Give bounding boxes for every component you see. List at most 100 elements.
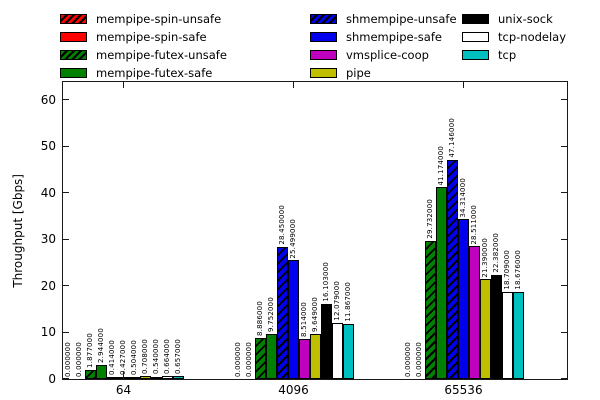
bar-value-label: 9.752000 (267, 296, 275, 332)
bar-mempipe-futex-safe-64 (96, 365, 107, 379)
legend-label: tcp-nodelay (498, 30, 567, 44)
x-tick-top (123, 82, 124, 88)
y-tick-right (561, 331, 567, 333)
bar-value-label: 0.664000 (163, 338, 171, 374)
legend-item-pipe: pipe (310, 63, 371, 80)
legend-item-shmempipe-safe: shmempipe-safe (310, 27, 442, 44)
bar-value-label: 28.450000 (278, 204, 286, 245)
bar-shmempipe-safe-4096 (288, 260, 299, 379)
bar-shmempipe-unsafe-65536 (447, 159, 458, 379)
x-tick-bottom (123, 371, 124, 379)
legend-label: vmsplice-coop (346, 48, 429, 62)
plot-area: 0.000000 0.000000 1.877000 2.944000 0.414000… (62, 81, 568, 380)
bar-value-label: 8.886000 (256, 300, 264, 336)
y-tick-right (561, 285, 567, 287)
legend-label: shmempipe-safe (346, 30, 442, 44)
bar-value-label: 0.657000 (174, 338, 182, 374)
y-tick-label: 20 (40, 278, 56, 293)
y-tick-right (561, 378, 567, 379)
legend-item-tcp: tcp (462, 45, 516, 62)
bar-value-label: 12.079000 (333, 281, 341, 321)
bar-unix-sock-64 (151, 376, 162, 379)
bar-value-label: 21.390000 (481, 237, 489, 278)
bar-value-label: 16.103000 (322, 262, 330, 303)
bar-pipe-65536 (480, 279, 491, 379)
x-category-label-64: 64 (115, 383, 132, 397)
x-category-label-4096: 4096 (278, 383, 309, 397)
legend-swatch-pipe (310, 67, 337, 78)
y-tick-right (561, 238, 567, 240)
bar-mempipe-futex-unsafe-4096 (255, 337, 266, 379)
y-tick-label: 40 (40, 185, 56, 200)
legend-label: mempipe-spin-unsafe (96, 12, 222, 26)
bar-value-label: 0.414000 (108, 340, 116, 376)
bar-value-label: 0.000000 (234, 341, 242, 377)
legend-label: mempipe-futex-unsafe (96, 48, 227, 62)
x-tick-bottom (293, 371, 294, 379)
x-tick-top (293, 82, 294, 88)
bar-vmsplice-coop-64 (129, 376, 140, 379)
bar-tcp-64 (173, 375, 184, 379)
legend-item-mempipe-spin-safe: mempipe-spin-safe (60, 27, 207, 44)
bar-value-label: 8.514000 (300, 302, 308, 338)
legend-swatch-unix-sock (462, 13, 489, 24)
bar-value-label: 18.676000 (514, 250, 522, 291)
legend-item-tcp-nodelay: tcp-nodelay (462, 27, 566, 44)
legend-label: mempipe-futex-safe (96, 66, 213, 80)
bar-value-label: 0.000000 (75, 341, 83, 377)
bar-tcp-nodelay-4096 (332, 322, 343, 379)
legend-item-mempipe-futex-unsafe: mempipe-futex-unsafe (60, 45, 227, 62)
y-tick-label: 60 (40, 92, 56, 107)
bar-value-label: 0.540000 (152, 339, 160, 375)
y-tick-left (63, 99, 69, 101)
legend-label: mempipe-spin-safe (96, 30, 207, 44)
legend-swatch-tcp-nodelay (462, 31, 489, 42)
bar-mempipe-futex-safe-65536 (436, 187, 447, 379)
bar-value-label: 0.427000 (119, 340, 127, 376)
legend-item-mempipe-spin-unsafe: mempipe-spin-unsafe (60, 9, 221, 26)
bar-unix-sock-4096 (321, 304, 332, 379)
y-tick-right (561, 99, 567, 101)
bar-value-label: 1.877000 (86, 333, 94, 369)
bar-value-label: 9.649000 (311, 297, 319, 333)
legend-item-unix-sock: unix-sock (462, 9, 553, 26)
y-tick-label: 50 (40, 139, 56, 154)
y-tick-left (63, 145, 69, 147)
legend-label: unix-sock (498, 12, 553, 26)
y-tick-left (63, 331, 69, 333)
y-tick-left (63, 238, 69, 240)
legend-swatch-mempipe-spin-unsafe (60, 13, 87, 24)
y-tick-label: 0 (48, 372, 56, 386)
bar-tcp-nodelay-64 (162, 375, 173, 379)
bar-shmempipe-unsafe-4096 (277, 246, 288, 379)
bar-value-label: 0.708000 (141, 338, 149, 374)
bar-mempipe-futex-unsafe-65536 (425, 240, 436, 379)
bar-value-label: 47.146000 (448, 117, 456, 158)
legend-swatch-shmempipe-safe (310, 31, 337, 42)
bar-value-label: 2.944000 (97, 328, 105, 364)
x-tick-bottom (463, 371, 464, 379)
x-category-label-65536: 65536 (444, 383, 483, 397)
bar-value-label: 0.000000 (245, 341, 253, 377)
bar-tcp-nodelay-65536 (502, 291, 513, 379)
bar-shmempipe-unsafe-64 (107, 377, 118, 379)
y-tick-label: 10 (40, 325, 56, 340)
legend-swatch-tcp (462, 49, 489, 60)
legend-label: pipe (346, 66, 371, 80)
bar-value-label: 0.000000 (415, 341, 423, 377)
bar-vmsplice-coop-65536 (469, 246, 480, 379)
legend-swatch-vmsplice-coop (310, 49, 337, 60)
y-tick-right (561, 145, 567, 147)
bar-value-label: 41.174000 (437, 145, 445, 186)
bar-unix-sock-65536 (491, 274, 502, 379)
legend-item-shmempipe-unsafe: shmempipe-unsafe (310, 9, 457, 26)
bar-value-label: 18.709000 (503, 250, 511, 290)
y-tick-left (63, 378, 69, 379)
legend-swatch-shmempipe-unsafe (310, 13, 337, 24)
bar-value-label: 22.382000 (492, 233, 500, 273)
legend-label: shmempipe-unsafe (346, 12, 457, 26)
bar-value-label: 34.314000 (459, 177, 467, 218)
y-tick-left (63, 192, 69, 194)
bar-pipe-4096 (310, 334, 321, 379)
